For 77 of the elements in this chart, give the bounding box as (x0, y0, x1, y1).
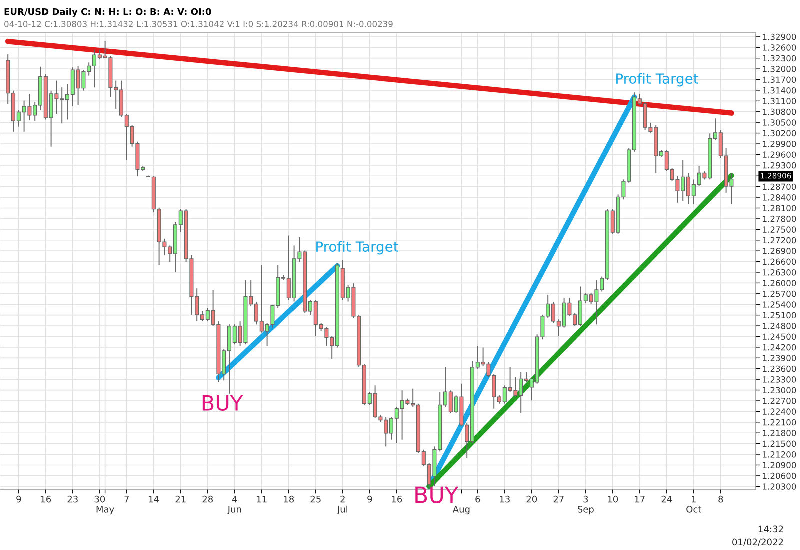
text: 01/02/2022 (732, 538, 784, 546)
text: 14:32 (758, 526, 784, 533)
y-tick-label: 1.26000 (763, 280, 796, 286)
y-tick-label: 1.24800 (763, 323, 796, 330)
y-tick-label: 1.21500 (763, 440, 796, 448)
y-tick-label: 1.28400 (763, 194, 796, 201)
y-tick-label: 1.21800 (763, 430, 796, 436)
y-tick-label: 1.27500 (763, 226, 796, 233)
y-tick-label: 1.29900 (763, 140, 796, 148)
y-tick-label: 1.22400 (763, 408, 796, 415)
x-tick-label: 9 (16, 496, 22, 503)
annotation: BUY (416, 486, 459, 504)
y-tick-label: 1.32600 (763, 44, 796, 51)
y-tick-label: 1.30200 (763, 130, 796, 137)
x-tick-label: 18 (284, 496, 294, 503)
y-tick-label: 1.32000 (763, 66, 796, 72)
y-tick-label: 1.28700 (763, 184, 796, 190)
y-tick-label: 1.22100 (763, 419, 796, 426)
chart-subtitle: 04-10-12 C:1.30803 H:1.31432 L:1.30531 O:1.31042 V:1 I:0 S:1.20234 R:0.00901 N:-0.00239 (4, 21, 393, 28)
y-tick-label: 1.22700 (763, 398, 796, 404)
x-tick-label: 3 Sep (578, 496, 594, 515)
y-tick-label: 1.25100 (763, 312, 796, 319)
x-tick-label: 27 (554, 496, 564, 503)
y-tick-label: 1.23300 (763, 376, 796, 383)
x-tick-label: 21 (176, 496, 186, 503)
x-tick-label: 16 (41, 496, 52, 503)
x-tick-label: 23 (68, 496, 78, 503)
x-tick-label: May (96, 506, 114, 515)
x-tick-label: 1 Oct (686, 496, 702, 513)
y-tick-label: 1.29600 (763, 152, 796, 158)
y-tick-label: 1.32300 (763, 55, 796, 62)
x-tick-label: 11 (257, 496, 267, 503)
y-tick-label: 1.30500 (763, 120, 796, 126)
y-tick-label: 1.23000 (763, 387, 796, 394)
y-tick-label: 1.23600 (763, 366, 796, 372)
y-tick-label: 1.23900 (763, 355, 796, 362)
x-tick-label: 25 (310, 496, 321, 503)
x-tick-label: 8 (718, 496, 724, 503)
x-tick-label: 2 Jul (336, 496, 348, 515)
x-tick-label: 24 (662, 496, 672, 503)
y-tick-label: 1.21200 (763, 452, 796, 458)
y-tick-label: 1.26600 (763, 258, 796, 266)
y-tick-label: 1.20300 (763, 484, 796, 490)
y-tick-label: 1.25700 (763, 290, 796, 298)
annotation: Profit Target (616, 73, 698, 87)
x-tick-label: Aug (452, 506, 470, 515)
y-tick-label: 1.25400 (763, 302, 796, 308)
y-tick-label: 1.27200 (763, 237, 796, 244)
x-tick-label: 13 (500, 496, 510, 503)
x-tick-label: 6 (476, 496, 480, 503)
annotation: BUY (202, 396, 244, 412)
y-tick-label: 1.32900 (763, 34, 796, 40)
x-tick-label: 16 (392, 496, 402, 503)
x-tick-label: 7 (124, 496, 129, 503)
x-tick-label: 9 (368, 496, 372, 503)
y-tick-label: 1.31100 (763, 98, 796, 104)
y-tick-label: 1.28100 (763, 205, 796, 212)
y-tick-label: 1.26300 (763, 269, 796, 276)
y-tick-label: 1.20900 (763, 462, 796, 469)
x-tick-label: 4 Jun (227, 496, 242, 515)
x-tick-label: 28 (202, 496, 214, 503)
y-tick-label: 1.27800 (763, 216, 796, 222)
chart-title: EUR/USD Daily C: N: H: L: O: B: A: V: OI:0 (4, 8, 212, 18)
annotation: Profit Target (316, 241, 398, 255)
y-tick-label: 1.30800 (763, 108, 796, 116)
y-tick-label: 1.24200 (763, 344, 796, 351)
y-tick-label: 1.26900 (763, 248, 796, 254)
x-tick-label: 20 (526, 496, 538, 503)
y-tick-label: 1.31400 (763, 87, 796, 94)
x-tick-label: 10 (608, 496, 618, 503)
y-tick-label: 1.29300 (763, 162, 796, 169)
x-tick-label: 17 (635, 496, 645, 503)
x-tick-label: 30 (94, 496, 106, 503)
y-tick-label: 1.20600 (763, 472, 796, 480)
y-tick-label: 1.31700 (763, 76, 796, 84)
x-tick-label: 14 (149, 496, 160, 503)
y-tick-label: 1.24500 (763, 334, 796, 340)
